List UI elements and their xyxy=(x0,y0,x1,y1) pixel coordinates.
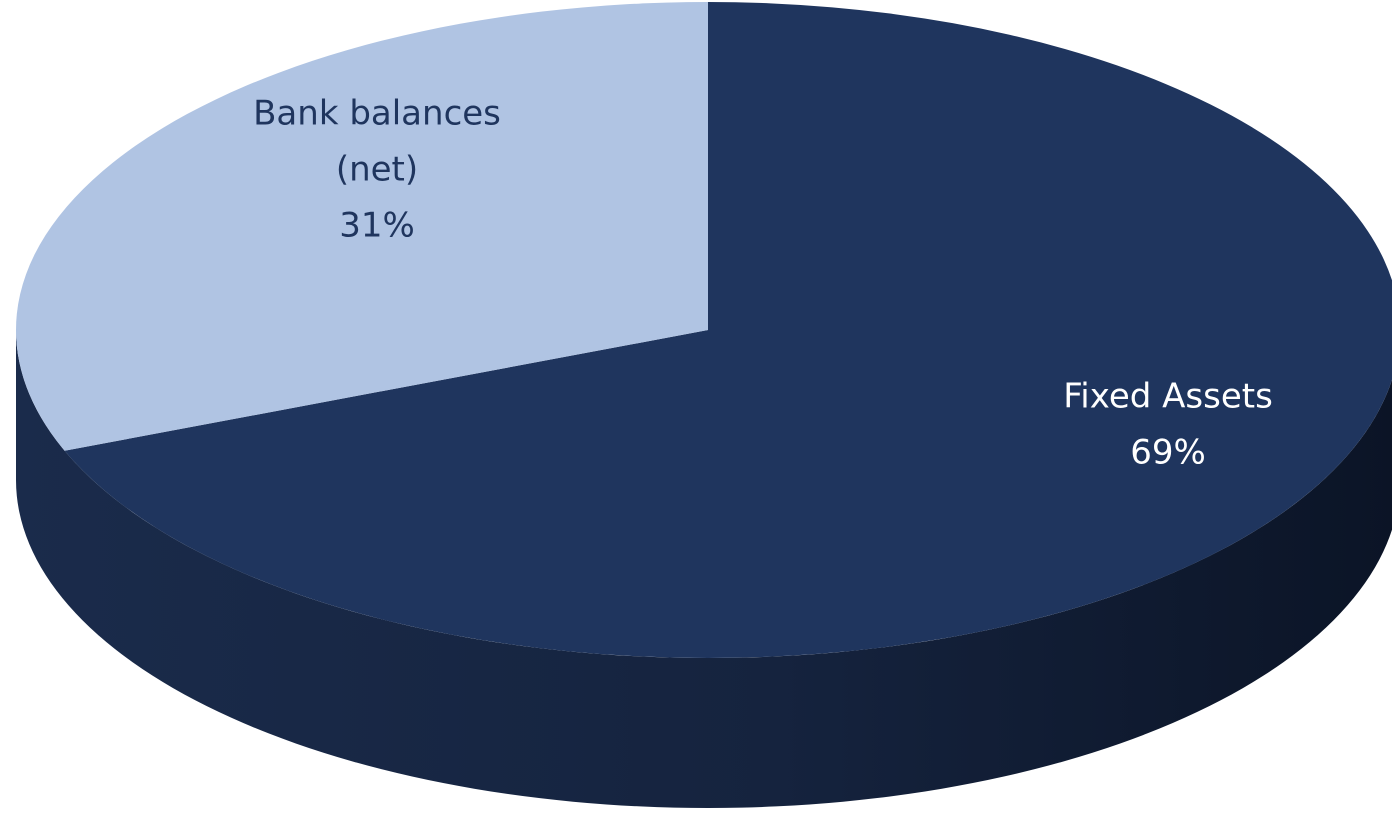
data-label-fixed-assets: Fixed Assets 69% xyxy=(1063,377,1273,473)
pie-slice-bank-balances-net xyxy=(15,2,709,451)
pie-slice-fixed-assets xyxy=(64,2,1392,658)
data-label-bank-balances-net: Bank balances (net) 31% xyxy=(253,94,501,246)
pie-side-wall xyxy=(16,330,1392,808)
